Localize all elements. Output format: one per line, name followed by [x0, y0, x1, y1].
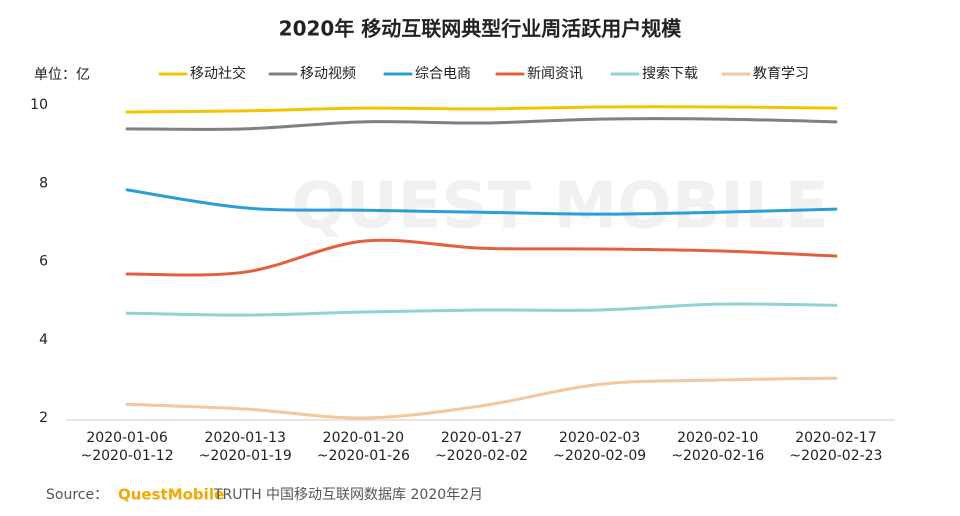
y-tick-label: 4 — [39, 332, 48, 348]
x-tick-label: 2020-01-13 — [205, 430, 286, 446]
y-tick-label: 6 — [39, 254, 48, 270]
source-text: TRUTH 中国移动互联网数据库 2020年2月 — [213, 487, 483, 503]
legend-label: 教育学习 — [753, 66, 809, 82]
y-axis-label: 单位：亿 — [34, 67, 90, 83]
x-tick-label: 2020-01-06 — [86, 430, 167, 446]
x-tick-label: ~2020-02-23 — [789, 448, 882, 464]
series-line — [125, 117, 838, 131]
legend-label: 搜索下载 — [642, 65, 698, 82]
series-line — [125, 302, 838, 317]
x-tick-label: ~2020-01-12 — [81, 448, 174, 464]
source-brand: QuestMobile — [118, 486, 224, 504]
x-tick-label: 2020-01-20 — [323, 430, 404, 446]
legend-label: 移动视频 — [300, 66, 356, 82]
x-tick-label: ~2020-02-02 — [435, 448, 528, 464]
series-line — [125, 188, 838, 216]
source-prefix: Source： — [46, 487, 108, 503]
x-tick-label: 2020-02-10 — [677, 430, 758, 446]
x-tick-label: ~2020-02-16 — [671, 448, 764, 464]
x-tick-label: 2020-02-03 — [559, 430, 640, 446]
y-tick-label: 2 — [39, 410, 48, 426]
y-tick-label: 8 — [39, 175, 48, 191]
watermark: QUEST MOBILE — [291, 170, 828, 244]
series-line — [125, 238, 838, 277]
x-tick-label: ~2020-01-19 — [199, 448, 292, 464]
x-tick-label: 2020-02-17 — [795, 430, 876, 446]
legend-label: 综合电商 — [415, 66, 471, 82]
x-tick-label: 2020-01-27 — [441, 430, 522, 446]
chart-title: 2020年 移动互联网典型行业周活跃用户规模 — [279, 17, 683, 41]
y-tick-label: 10 — [30, 97, 48, 113]
series-line — [125, 105, 838, 114]
legend-label: 新闻资讯 — [527, 66, 583, 82]
x-tick-label: ~2020-02-09 — [553, 448, 646, 464]
x-tick-label: ~2020-01-26 — [317, 448, 410, 464]
series-line — [125, 376, 838, 420]
legend-label: 移动社交 — [190, 65, 246, 82]
